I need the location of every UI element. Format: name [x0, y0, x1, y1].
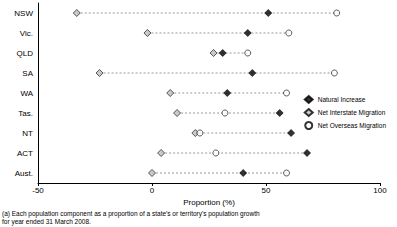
svg-text:NT: NT	[22, 129, 33, 138]
svg-text:Aust.: Aust.	[15, 169, 33, 178]
svg-text:(a) Each population component: (a) Each population component as a propo…	[2, 210, 260, 218]
svg-text:QLD: QLD	[17, 49, 34, 58]
svg-text:Natural Increase: Natural Increase	[318, 96, 366, 103]
svg-text:Net Overseas Migration: Net Overseas Migration	[318, 122, 387, 130]
svg-text:Proportion (%): Proportion (%)	[183, 198, 235, 207]
svg-text:50: 50	[262, 186, 271, 195]
svg-text:WA: WA	[20, 89, 33, 98]
svg-text:NSW: NSW	[14, 9, 33, 18]
svg-text:0: 0	[150, 186, 155, 195]
svg-text:ACT: ACT	[17, 149, 33, 158]
svg-text:SA: SA	[22, 69, 33, 78]
svg-text:-50: -50	[32, 186, 44, 195]
svg-text:for year ended 31 March 2008.: for year ended 31 March 2008.	[2, 218, 91, 226]
svg-text:100: 100	[373, 186, 387, 195]
svg-text:Tas.: Tas.	[18, 109, 33, 118]
svg-text:Vic.: Vic.	[20, 29, 33, 38]
svg-text:Net Interstate Migration: Net Interstate Migration	[318, 109, 386, 117]
